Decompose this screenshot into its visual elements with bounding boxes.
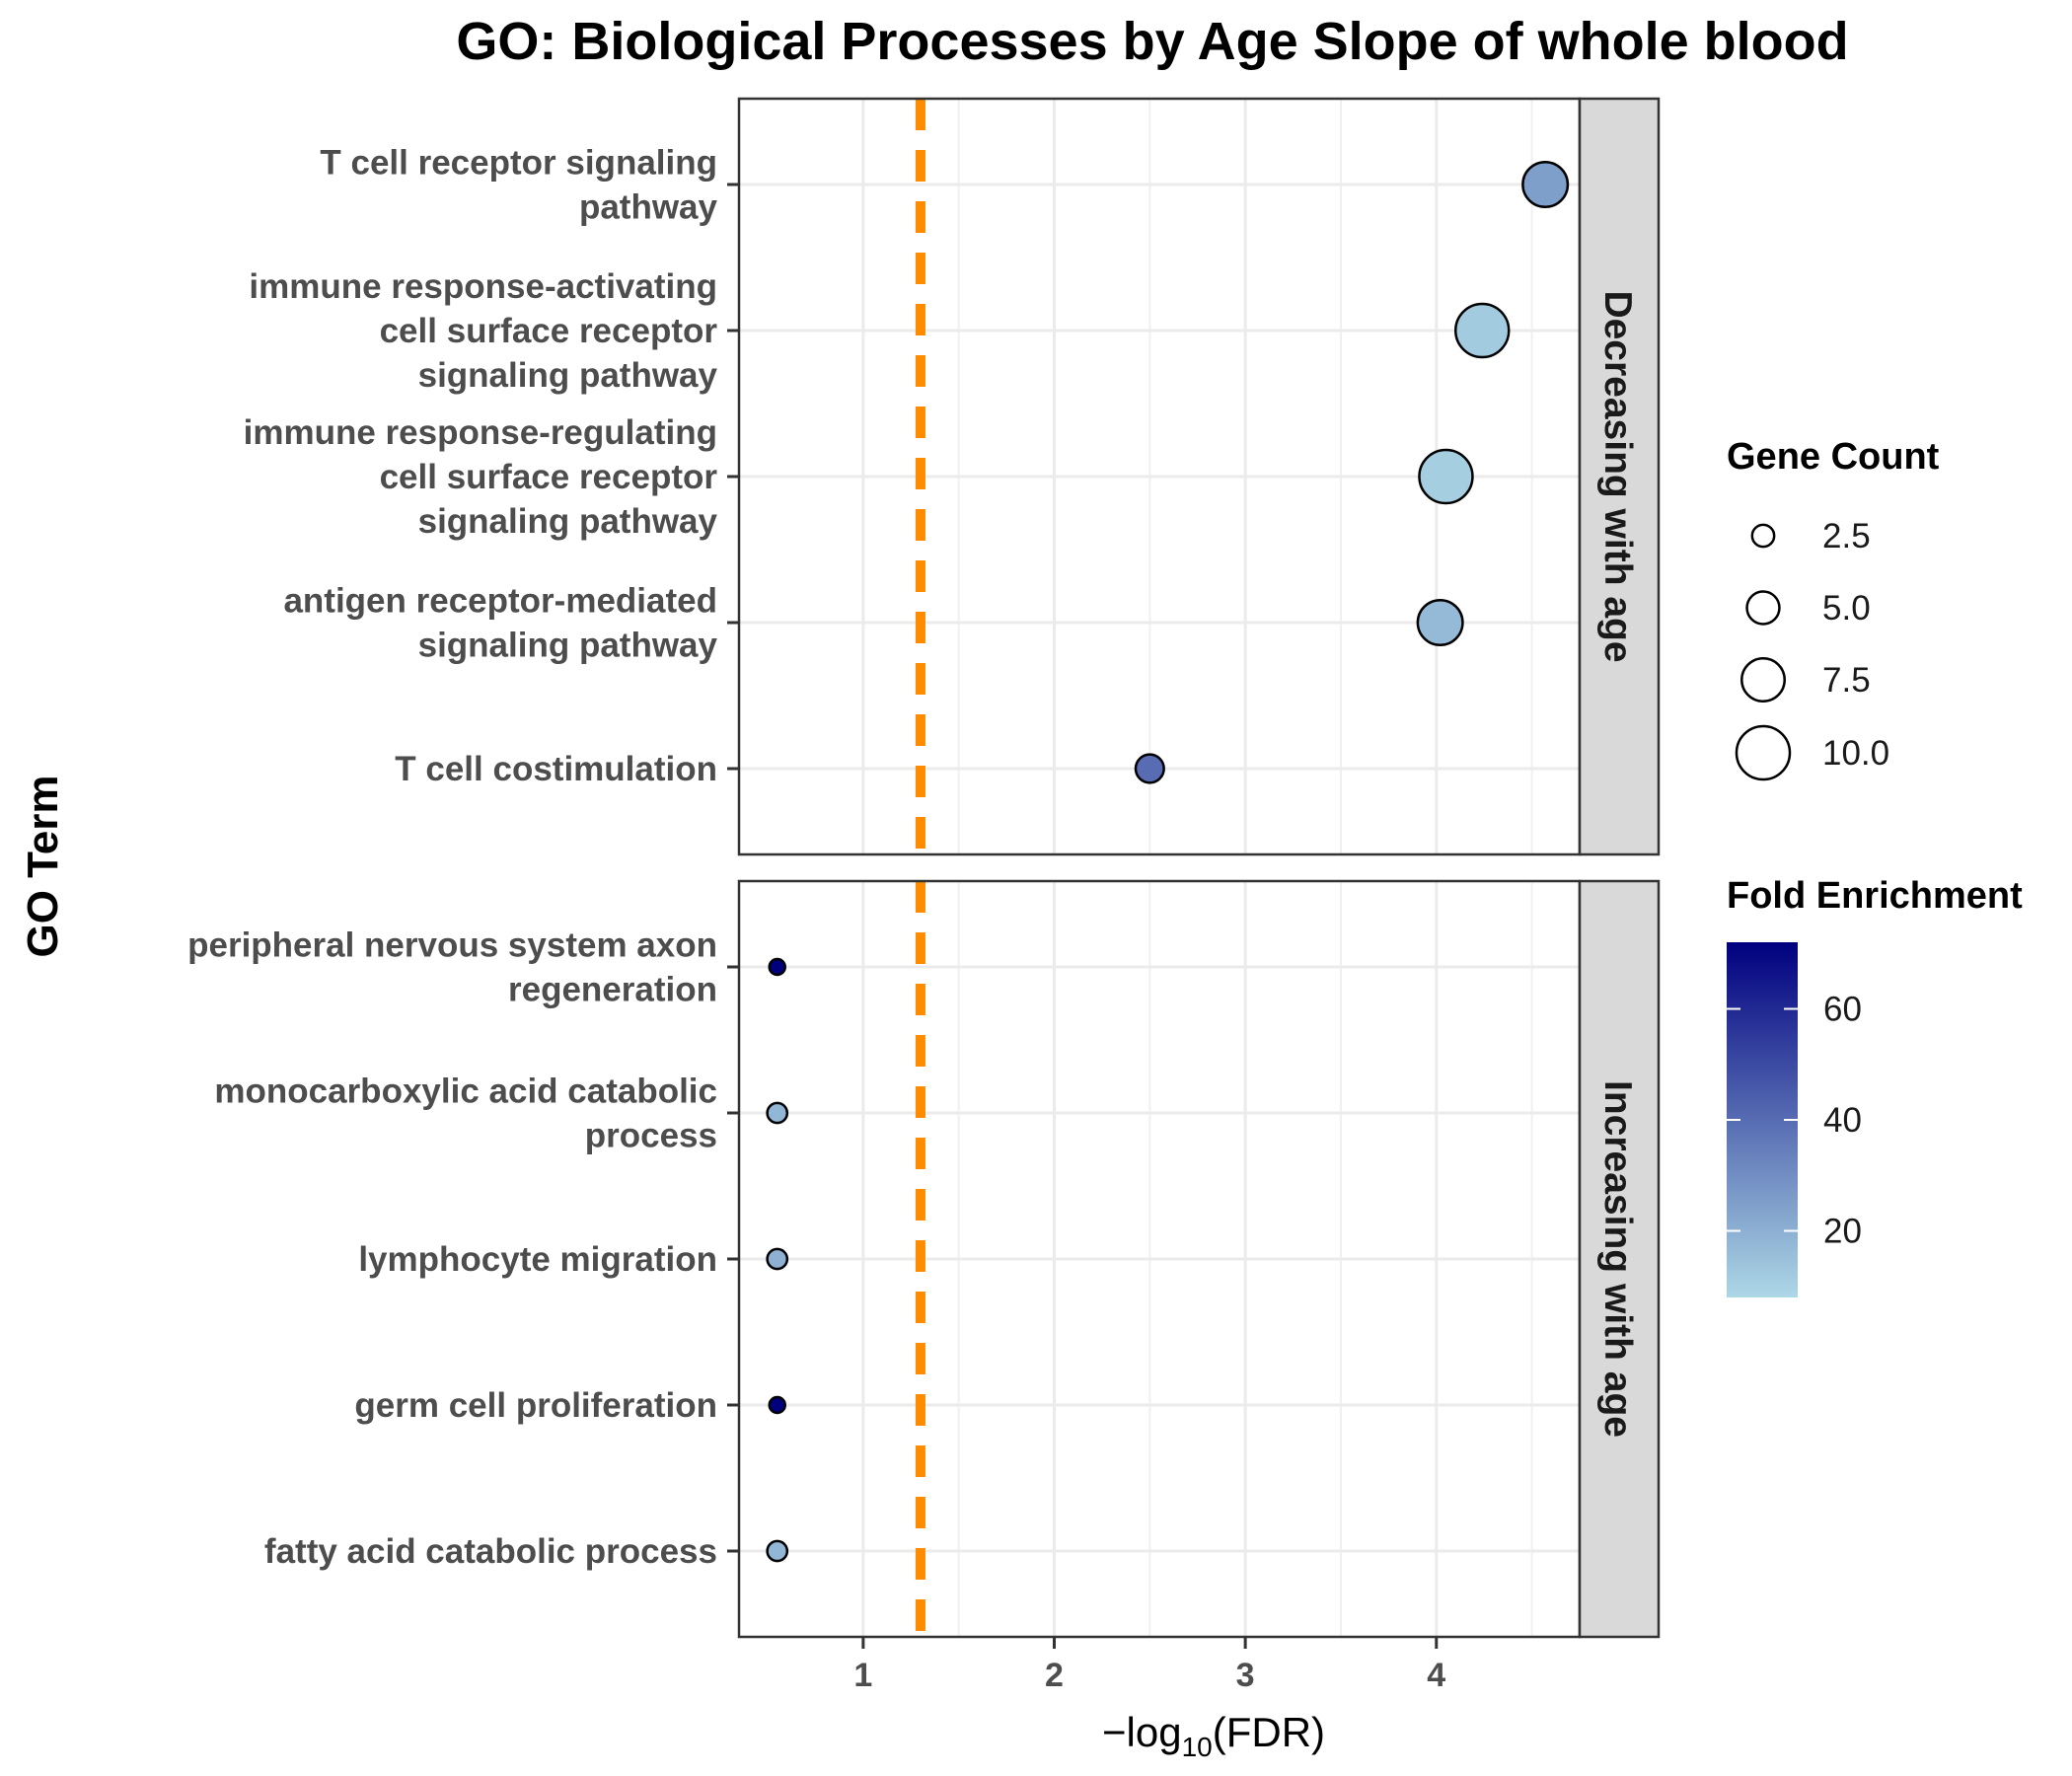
gene-count-legend-title: Gene Count [1727,436,1940,478]
x-axis: 1 2 3 4 [853,1637,1445,1694]
data-point [1416,598,1464,647]
x-axis-title-prefix: −log [1102,1709,1182,1755]
go-term-label-line: antigen receptor-mediated [283,582,717,621]
facet-strip [1578,879,1661,1639]
x-axis-title-subscript: 10 [1182,1732,1213,1762]
y-axis-title: GO Term [19,775,67,957]
go-term-label-line: regeneration [508,971,717,1009]
go-term-label-line: pathway [579,188,718,227]
go-term-label-line: immune response-regulating [244,413,717,452]
go-term-label: germ cell proliferation [354,1386,717,1425]
x-tick-label: 4 [1427,1657,1445,1694]
x-axis-title: −log10(FDR) [1102,1709,1325,1762]
x-tick-label: 1 [853,1657,872,1694]
go-term-label-line: signaling pathway [418,627,718,665]
colorbar-tick-label: 40 [1823,1101,1862,1140]
gene-count-legend-label: 10.0 [1822,734,1889,773]
go-term-label-line: immune response-activating [249,267,717,306]
colorbar-tick-label: 20 [1823,1213,1862,1251]
x-tick-label: 3 [1236,1657,1255,1694]
gene-count-legend-key [1745,590,1781,626]
go-term-label-line: fatty acid catabolic process [264,1532,717,1571]
gene-count-legend-key [1750,523,1776,549]
go-term-label-line: T cell costimulation [395,750,717,788]
data-point [768,1395,786,1415]
x-axis-title-suffix: (FDR) [1213,1709,1325,1755]
facet-strip-label: Increasing with age [1596,1080,1639,1438]
gene-count-legend-key [1740,657,1786,703]
go-term-label-line: peripheral nervous system axon [187,926,717,965]
go-term-label: T cell costimulation [395,750,717,788]
go-term-label: immune response-activating cell surface r… [249,267,717,395]
data-point [768,957,786,977]
go-term-label-line: germ cell proliferation [354,1386,717,1425]
fold-enrichment-legend-title: Fold Enrichment [1727,875,2023,917]
chart-title: GO: Biological Processes by Age Slope of… [456,12,1848,71]
data-point [1134,753,1165,784]
gene-count-legend-label: 7.5 [1822,661,1871,700]
gene-count-legend-label: 2.5 [1822,517,1871,555]
go-term-label: lymphocyte migration [358,1240,717,1279]
data-point [1521,160,1570,209]
go-term-label: monocarboxylic acid catabolic process [214,1073,717,1155]
go-term-label-line: signaling pathway [418,356,718,395]
x-tick-label: 2 [1045,1657,1064,1694]
facet-strip-label: Decreasing with age [1596,290,1639,662]
facet-strip [1578,97,1661,856]
go-term-label-line: process [585,1117,717,1155]
go-term-label: fatty acid catabolic process [264,1532,717,1571]
go-term-label: antigen receptor-mediated signaling pathw… [283,582,717,665]
go-term-label-line: lymphocyte migration [358,1240,717,1279]
go-term-label: immune response-regulating cell surface r… [244,413,718,541]
data-point [766,1539,789,1563]
go-term-label-line: signaling pathway [418,502,718,541]
panel-2: peripheral nervous system axon regenerati… [187,879,1661,1639]
plot-panels: T cell receptor signaling pathway immune r… [187,97,1661,1639]
panel-1: T cell receptor signaling pathway immune r… [244,97,1661,856]
go-term-label: peripheral nervous system axon regenerati… [187,926,717,1009]
go-term-label-line: monocarboxylic acid catabolic [214,1073,717,1111]
colorbar-tick-label: 60 [1823,991,1862,1029]
data-point [766,1247,789,1271]
go-term-label-line: T cell receptor signaling [320,144,717,183]
go-term-label-line: cell surface receptor [380,458,718,496]
fold-enrichment-legend: Fold Enrichment 20 40 60 [1727,875,2023,1297]
data-point [1453,302,1511,359]
data-point [766,1101,789,1125]
gene-count-legend-key [1735,724,1792,781]
gene-count-legend: Gene Count 2.5 5.0 7.5 10.0 [1727,436,1940,781]
go-term-label: T cell receptor signaling pathway [320,144,717,227]
gene-count-legend-label: 5.0 [1822,589,1871,628]
go-term-label-line: cell surface receptor [380,312,718,350]
data-point [1418,448,1474,505]
